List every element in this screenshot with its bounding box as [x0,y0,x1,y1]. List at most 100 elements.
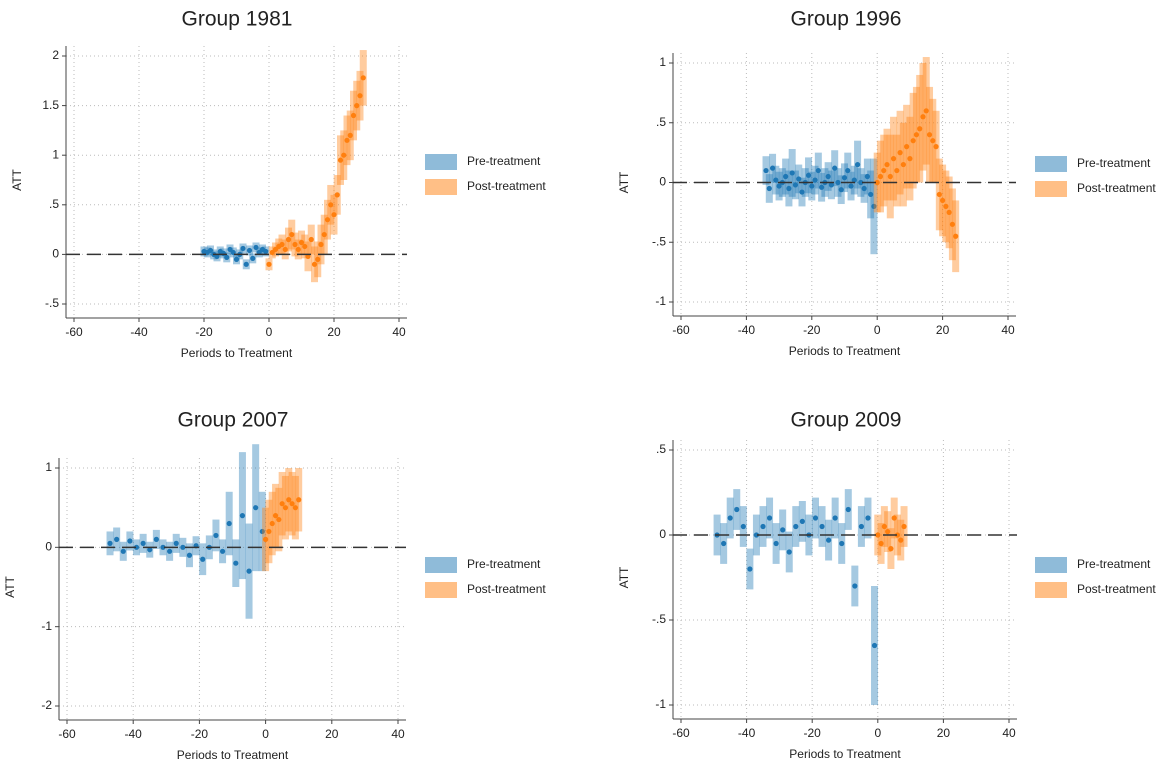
legend-swatch [425,154,457,170]
legend-swatch [1035,582,1067,598]
x-tick-label: 20 [937,726,951,740]
x-tick-label: 0 [262,727,269,741]
legend-label: Pre-treatment [467,154,541,168]
point [894,168,899,173]
point [793,182,798,187]
point [279,242,284,247]
point [357,93,362,98]
point [868,192,873,197]
x-tick-label: 0 [874,323,881,337]
point [846,507,851,512]
x-tick-label: -60 [672,726,690,740]
point [741,524,746,529]
point [839,187,844,192]
point [273,513,278,518]
point [839,541,844,546]
point [767,515,772,520]
legend-label: Post-treatment [1077,582,1156,596]
x-tick-label: -60 [58,727,76,741]
point [953,234,958,239]
point [296,247,301,252]
point [276,517,281,522]
point [882,524,887,529]
point [289,232,294,237]
point [774,541,779,546]
x-tick-label: 0 [874,726,881,740]
point [881,168,886,173]
point [167,549,172,554]
point [806,173,811,178]
x-tick-label: -40 [125,727,143,741]
point [244,262,249,267]
point [227,521,232,526]
chart-title: Group 2007 [178,409,289,432]
point [924,108,929,113]
point [770,166,775,171]
x-tick-label: -20 [803,323,821,337]
y-tick-label: 1 [52,147,59,161]
point [263,249,268,254]
point [809,183,814,188]
y-tick-label: -.5 [652,612,666,626]
point [233,561,238,566]
point [121,549,126,554]
y-tick-label: 1 [45,460,52,474]
chart-title: Group 1996 [791,8,902,31]
point [888,546,893,551]
point [246,569,251,574]
x-tick-label: -20 [804,726,822,740]
y-axis-label: ATT [10,168,24,190]
point [348,133,353,138]
x-tick-label: 40 [1001,323,1015,337]
point [865,174,870,179]
point [220,549,225,554]
y-tick-label: 0 [659,527,666,541]
x-tick-label: -60 [672,323,690,337]
point [114,537,119,542]
point [940,198,945,203]
y-tick-label: 1 [659,55,666,69]
point [328,202,333,207]
x-tick-label: -40 [738,323,756,337]
y-tick-label: .5 [656,442,666,456]
point [763,168,768,173]
point [361,75,366,80]
legend-label: Pre-treatment [1077,557,1151,571]
point [335,192,340,197]
point [855,162,860,167]
x-tick-label: 40 [392,325,406,339]
point [901,162,906,167]
point [325,217,330,222]
y-tick-label: 0 [45,540,52,554]
point [266,529,271,534]
page: {"chart_data": [ {"type": "errorbar", "t… [0,0,1172,769]
y-tick-label: -2 [41,698,52,712]
y-tick-label: .5 [656,115,666,129]
point [892,515,897,520]
y-tick-label: 1.5 [42,98,59,112]
point [247,248,252,253]
point [812,178,817,183]
point [318,242,323,247]
chart-title: Group 2009 [791,409,902,432]
y-tick-label: .5 [49,197,59,211]
point [760,524,765,529]
legend-label: Post-treatment [467,582,546,596]
point [799,189,804,194]
point [832,166,837,171]
point [865,515,870,520]
point [780,527,785,532]
legend-label: Pre-treatment [467,557,541,571]
point [213,533,218,538]
point [933,144,938,149]
point [835,180,840,185]
x-tick-label: 0 [266,325,273,339]
point [826,174,831,179]
point [253,245,258,250]
point [911,138,916,143]
point [891,156,896,161]
x-axis-label: Periods to Treatment [789,747,901,761]
x-tick-label: 40 [1002,726,1016,740]
point [901,524,906,529]
point [842,175,847,180]
